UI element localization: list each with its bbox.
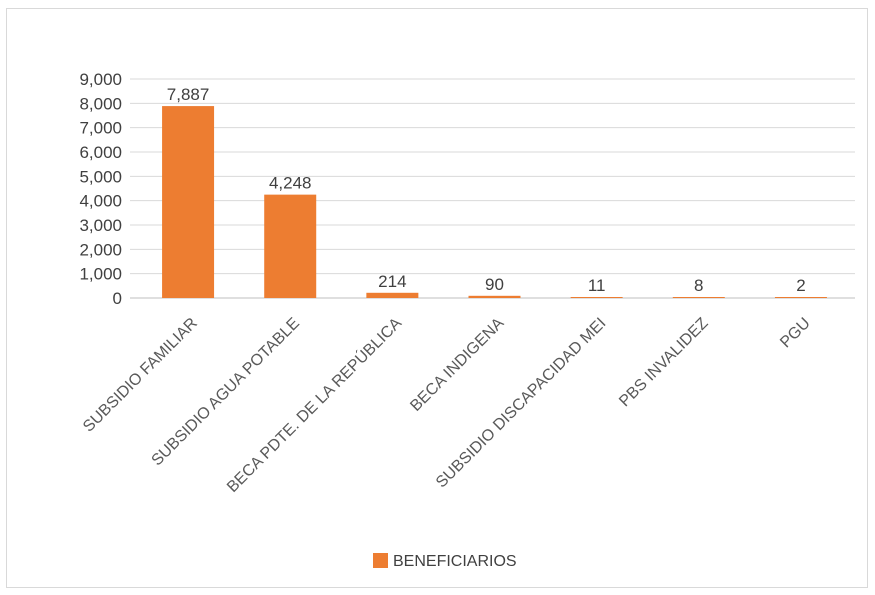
data-label: 2: [796, 276, 805, 295]
category-label: SUBSIDIO DISCAPACIDAD MEI: [433, 315, 610, 492]
data-label: 11: [588, 276, 606, 295]
bar: [570, 297, 623, 298]
bar: [774, 297, 827, 298]
y-tick-label: 8,000: [79, 94, 122, 113]
category-label: PGU: [777, 315, 814, 352]
category-label: BECA INDIGENA: [407, 315, 507, 415]
bar: [672, 297, 725, 298]
y-tick-label: 3,000: [79, 216, 122, 235]
y-tick-label: 4,000: [79, 192, 122, 211]
y-tick-label: 9,000: [79, 70, 122, 89]
category-label: PBS INVALIDEZ: [616, 315, 712, 411]
category-label: SUBSIDIO FAMILIAR: [80, 315, 201, 436]
legend-swatch: [373, 553, 388, 568]
y-tick-label: 1,000: [79, 265, 122, 284]
data-label: 214: [378, 272, 406, 291]
y-tick-label: 2,000: [79, 240, 122, 259]
data-label: 7,887: [167, 85, 210, 104]
data-label: 90: [485, 275, 504, 294]
y-tick-label: 6,000: [79, 143, 122, 162]
y-tick-label: 5,000: [79, 167, 122, 186]
y-tick-label: 7,000: [79, 119, 122, 138]
data-label: 8: [694, 276, 703, 295]
legend-label: BENEFICIARIOS: [393, 553, 517, 570]
bar: [468, 295, 521, 298]
bar: [162, 106, 215, 298]
bar: [264, 194, 317, 298]
y-tick-label: 0: [113, 289, 122, 308]
bar: [366, 292, 419, 298]
data-label: 4,248: [269, 174, 312, 193]
category-label: BECA PDTE. DE LA REPÚBLICA: [223, 313, 406, 496]
